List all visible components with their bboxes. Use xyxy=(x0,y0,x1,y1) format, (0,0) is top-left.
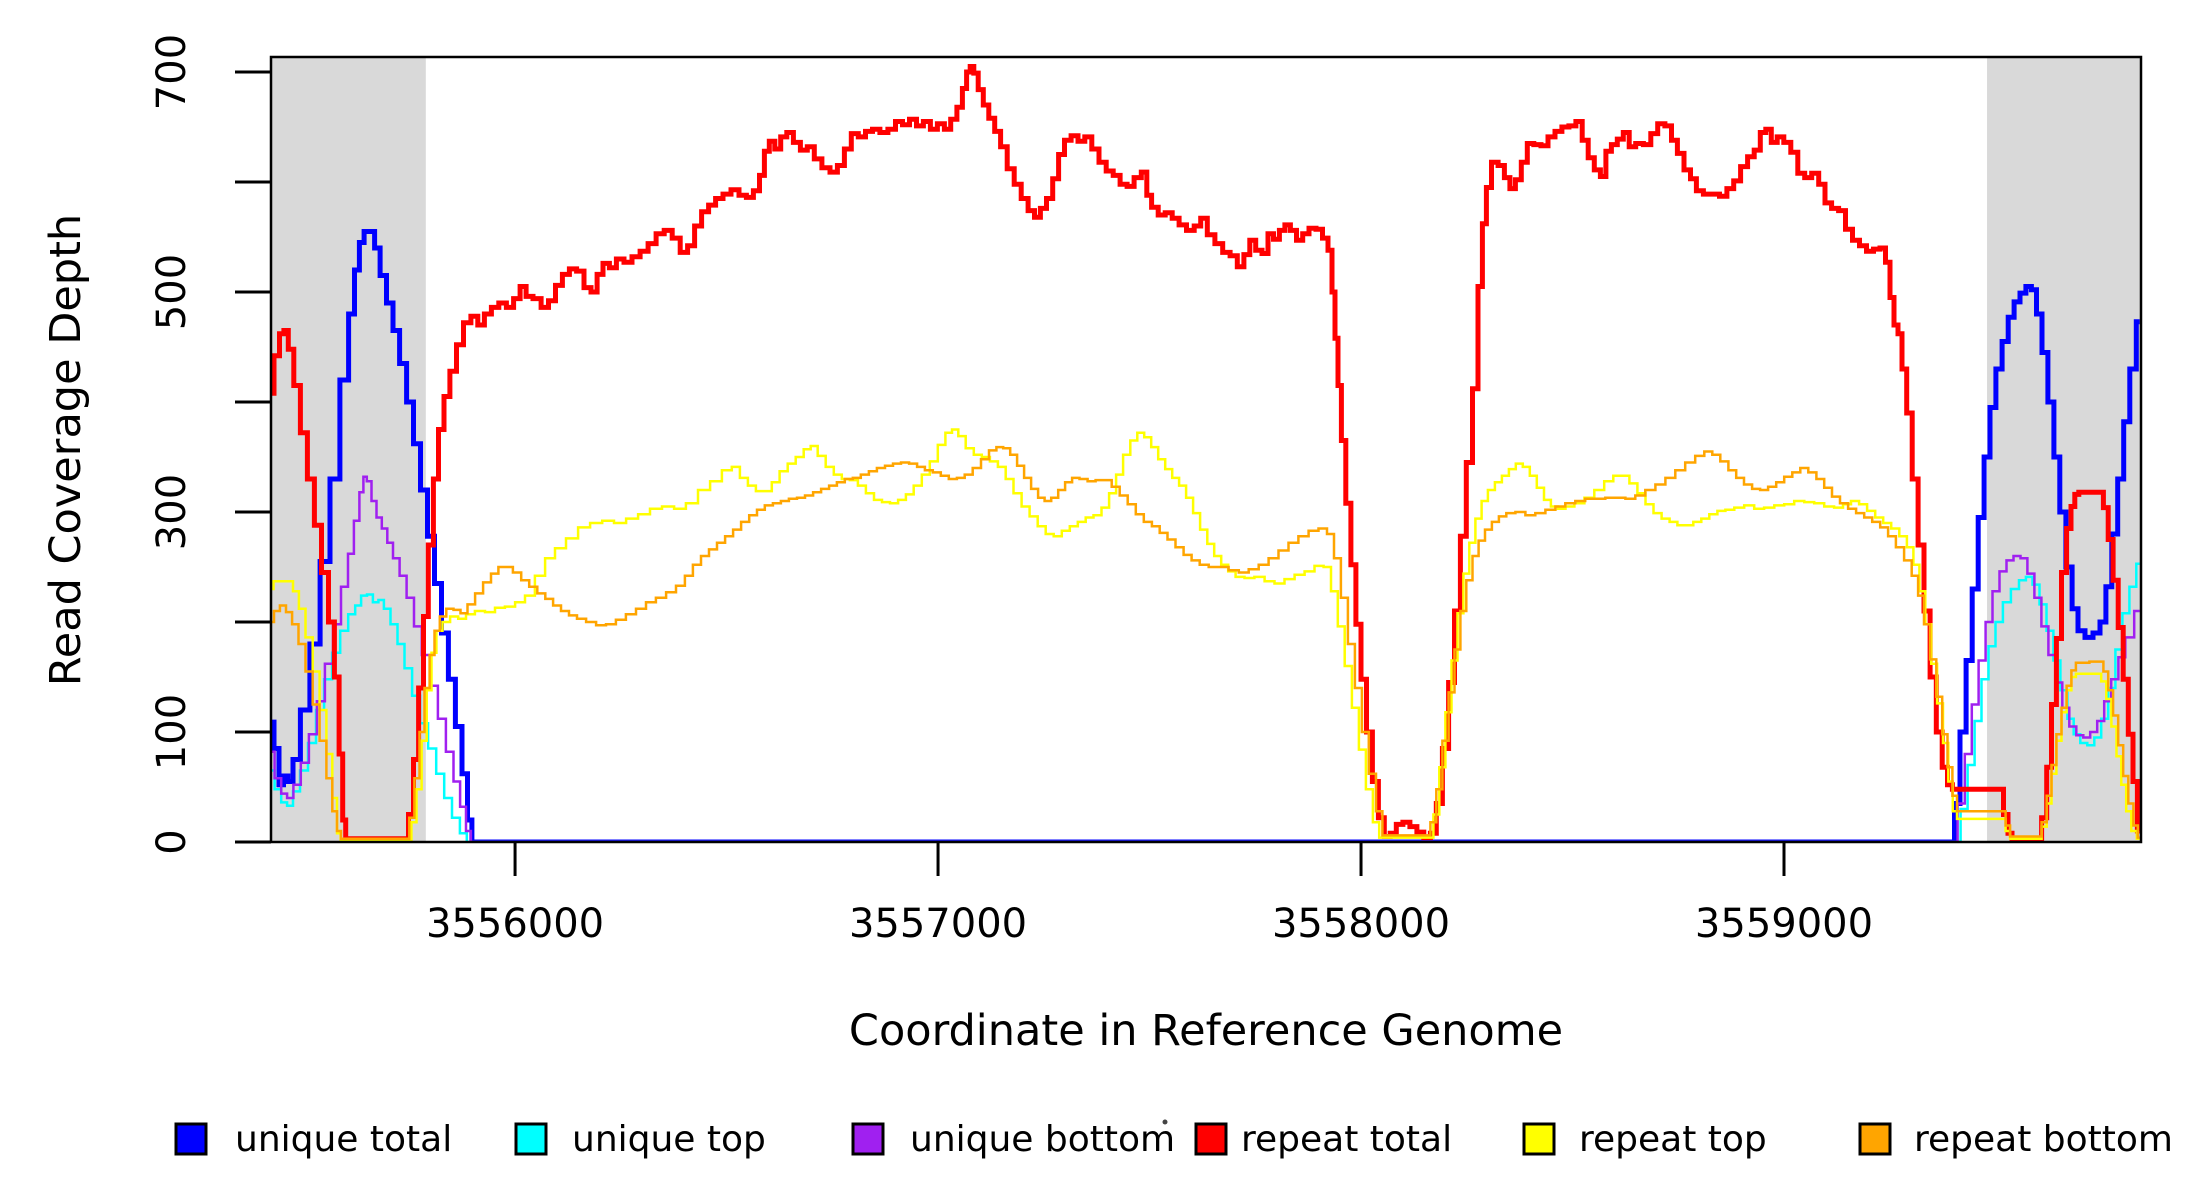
x-tick-label-3558000: 3558000 xyxy=(1272,901,1450,947)
x-tick-label-3556000: 3556000 xyxy=(426,901,604,947)
legend-swatch-unique-total xyxy=(174,1122,208,1156)
shaded-regions xyxy=(271,57,2141,842)
x-tick-label-3557000: 3557000 xyxy=(849,901,1027,947)
series-unique-total xyxy=(271,229,2140,842)
legend-label-repeat-total: repeat total xyxy=(1241,1119,1452,1160)
y-tick-label-300: 300 xyxy=(149,474,195,550)
legend-swatch-unique-top xyxy=(514,1122,548,1156)
legend: unique total unique top unique bottom repea… xyxy=(174,1119,2173,1160)
series-repeat-top xyxy=(271,428,2140,842)
legend-label-unique-bottom: unique bottom xyxy=(910,1119,1175,1160)
legend-swatch-repeat-top xyxy=(1522,1122,1556,1156)
legend-label-repeat-bottom: repeat bottom xyxy=(1914,1119,2173,1160)
x-tick-label-3559000: 3559000 xyxy=(1695,901,1873,947)
y-tick-label-700: 700 xyxy=(149,34,195,110)
axes: 0 100 300 500 700 3556000 3557000 3558000 355900… xyxy=(149,34,1873,947)
legend-label-repeat-top: repeat top xyxy=(1579,1119,1767,1160)
series-repeat-bottom xyxy=(271,445,2140,840)
plot-area xyxy=(271,57,2141,842)
legend-label-unique-top: unique top xyxy=(572,1119,766,1160)
legend-swatch-unique-bottom xyxy=(851,1122,885,1156)
series-layer xyxy=(271,64,2140,842)
legend-swatch-repeat-total xyxy=(1194,1122,1228,1156)
y-axis-title: Read Coverage Depth xyxy=(41,214,91,686)
y-tick-label-0: 0 xyxy=(149,829,195,854)
series-repeat-total xyxy=(271,64,2140,842)
y-tick-label-500: 500 xyxy=(149,254,195,330)
legend-label-unique-total: unique total xyxy=(235,1119,452,1160)
legend-swatch-repeat-bottom xyxy=(1858,1122,1892,1156)
plot-border xyxy=(269,55,2143,844)
x-axis-title: Coordinate in Reference Genome xyxy=(849,1006,1563,1056)
left-unique-region xyxy=(271,57,426,842)
y-tick-label-100: 100 xyxy=(149,694,195,770)
series-unique-bottom xyxy=(271,475,2140,842)
stray-dot-artifact xyxy=(1162,1119,1168,1125)
